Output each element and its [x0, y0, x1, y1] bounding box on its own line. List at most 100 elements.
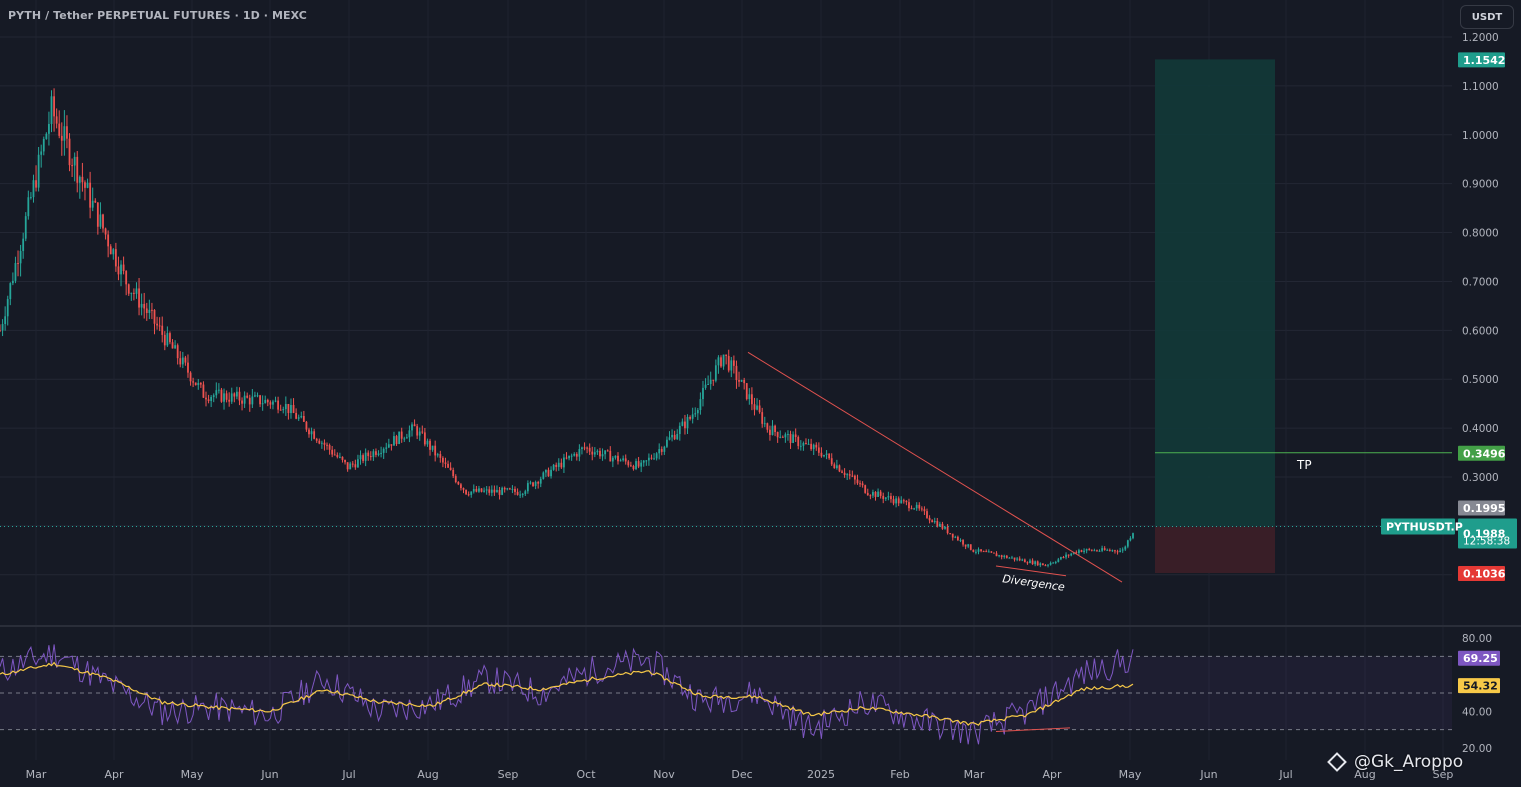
- candle: [493, 489, 496, 493]
- candle: [382, 448, 385, 453]
- candle: [874, 492, 877, 497]
- countdown-label: 12:58:38: [1463, 535, 1510, 547]
- price-tick-label: 1.1000: [1462, 81, 1499, 93]
- time-tick-label: Jun: [260, 768, 278, 781]
- candle: [1096, 550, 1098, 552]
- candle: [727, 355, 730, 371]
- candle: [702, 387, 704, 400]
- candle: [369, 456, 372, 458]
- time-tick-label: Apr: [104, 768, 124, 781]
- candle: [109, 246, 112, 255]
- candle: [199, 382, 202, 385]
- candle: [547, 469, 550, 477]
- candle: [81, 176, 84, 183]
- candle: [902, 500, 905, 502]
- symbol-label: PYTHUSDT.P: [1386, 520, 1463, 533]
- candle: [416, 426, 419, 436]
- candle: [4, 316, 7, 325]
- candle: [107, 234, 110, 247]
- candle: [320, 442, 323, 444]
- candle: [405, 437, 408, 439]
- candle: [789, 433, 792, 443]
- candle: [660, 449, 663, 452]
- candle: [68, 138, 71, 166]
- candle: [833, 464, 836, 469]
- candle: [86, 182, 89, 188]
- candle: [442, 457, 444, 463]
- candle: [897, 498, 900, 504]
- candle: [225, 393, 228, 400]
- candle: [722, 354, 725, 367]
- candle: [194, 382, 197, 386]
- candle: [817, 447, 820, 453]
- candle: [89, 182, 92, 208]
- candle: [336, 454, 339, 458]
- candle: [300, 416, 303, 418]
- candle: [251, 396, 254, 405]
- high-price-label-bg: [1458, 500, 1505, 516]
- currency-button[interactable]: USDT: [1460, 5, 1514, 29]
- candle: [962, 540, 964, 545]
- candle: [50, 96, 53, 124]
- candle: [797, 437, 800, 446]
- candle: [769, 429, 771, 435]
- candle: [753, 404, 756, 410]
- price-tick-label: 0.9000: [1462, 179, 1499, 191]
- candle: [503, 487, 506, 490]
- candle: [133, 292, 135, 294]
- candle: [1041, 563, 1044, 566]
- candle: [640, 462, 643, 467]
- candle: [284, 403, 287, 410]
- axes: 1.2000 1.1000 1.0000 0.9000 0.8000 0.7000 0.60…: [26, 32, 1517, 781]
- candle: [305, 421, 308, 430]
- candle: [1083, 550, 1085, 552]
- candle: [743, 379, 746, 384]
- candle: [964, 544, 967, 547]
- candle: [310, 431, 313, 435]
- candle: [614, 455, 617, 458]
- candle: [673, 434, 676, 440]
- candle: [694, 413, 697, 415]
- candle: [444, 462, 447, 464]
- candle: [542, 472, 545, 479]
- binance-logo-icon: [1327, 752, 1347, 772]
- candle: [130, 292, 133, 294]
- candle: [362, 455, 364, 461]
- candle: [66, 126, 68, 139]
- position-zones: [1155, 59, 1275, 574]
- candle: [104, 228, 107, 235]
- candle: [202, 384, 205, 398]
- candle: [864, 485, 867, 493]
- candle: [447, 463, 449, 468]
- candle: [563, 457, 565, 468]
- candle: [243, 395, 246, 404]
- candle: [413, 424, 416, 427]
- candle: [351, 463, 354, 465]
- stop-price-label-bg: [1458, 566, 1505, 582]
- candle: [501, 487, 504, 495]
- divergence-line-rsi: [995, 727, 1071, 732]
- candle: [1090, 549, 1093, 551]
- candle: [1111, 550, 1114, 552]
- candle: [228, 399, 231, 402]
- candle: [354, 464, 357, 468]
- price-tick-label: 1.0000: [1462, 130, 1499, 142]
- candle: [112, 249, 115, 255]
- candle: [877, 491, 879, 497]
- downtrend-line: [747, 351, 1123, 583]
- candle: [686, 416, 689, 429]
- candle: [815, 444, 818, 448]
- candle: [573, 454, 576, 456]
- candle: [1075, 552, 1078, 554]
- candle: [1080, 550, 1083, 552]
- candle: [835, 465, 838, 469]
- candle: [17, 263, 19, 265]
- candle: [256, 395, 259, 397]
- candle: [339, 456, 341, 458]
- candle: [931, 520, 934, 523]
- candle: [993, 552, 995, 554]
- candle: [22, 238, 25, 252]
- candle: [972, 549, 975, 552]
- candle: [1052, 562, 1055, 564]
